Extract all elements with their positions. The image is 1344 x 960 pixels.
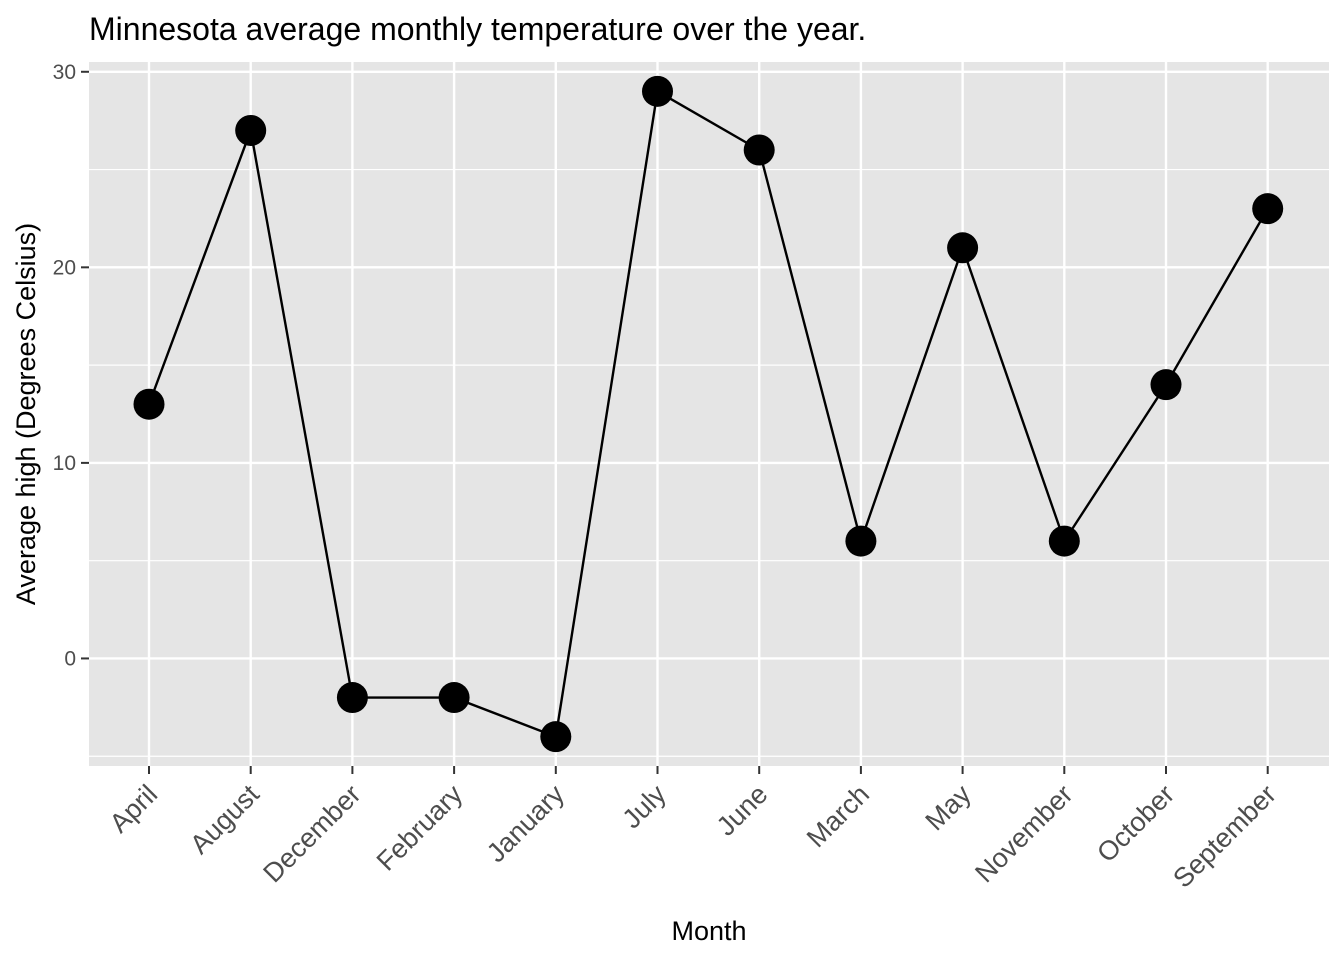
x-tick-label: April xyxy=(104,779,163,838)
y-tick-label: 20 xyxy=(53,256,76,279)
data-point xyxy=(438,682,470,714)
series-temperature xyxy=(133,75,1284,753)
chart-title: Minnesota average monthly temperature ov… xyxy=(89,11,866,47)
y-tick-label: 30 xyxy=(53,61,76,84)
data-point xyxy=(845,525,877,557)
data-point xyxy=(947,232,979,264)
x-tick-label: March xyxy=(801,779,875,853)
x-tick-label: August xyxy=(184,779,265,860)
x-tick-label: November xyxy=(969,779,1078,888)
data-point xyxy=(642,75,673,107)
x-tick-label: February xyxy=(371,779,469,877)
minor-gridlines xyxy=(89,168,1329,757)
y-axis: 0 10 20 30 xyxy=(53,61,89,670)
x-tick-label: May xyxy=(920,779,978,837)
x-tick-label: October xyxy=(1091,779,1180,868)
x-axis-label: Month xyxy=(671,916,746,946)
x-tick-label: December xyxy=(257,779,366,888)
x-tick-label: January xyxy=(481,779,570,868)
x-tick-label: September xyxy=(1167,779,1282,894)
x-tick-label: July xyxy=(617,779,673,835)
data-point xyxy=(133,388,165,420)
data-point xyxy=(235,114,267,146)
data-point xyxy=(1252,193,1284,225)
x-tick-label: June xyxy=(711,779,774,842)
y-tick-label: 10 xyxy=(53,452,76,475)
data-point xyxy=(540,721,572,753)
data-point xyxy=(1150,369,1182,401)
data-point xyxy=(743,134,775,166)
y-axis-label: Average high (Degrees Celsius) xyxy=(11,223,41,605)
major-gridlines xyxy=(89,62,1329,766)
y-tick-label: 0 xyxy=(64,647,76,670)
plot-panel xyxy=(89,62,1329,766)
data-point xyxy=(1048,525,1080,557)
series-line xyxy=(147,89,1269,739)
data-point xyxy=(336,682,368,714)
